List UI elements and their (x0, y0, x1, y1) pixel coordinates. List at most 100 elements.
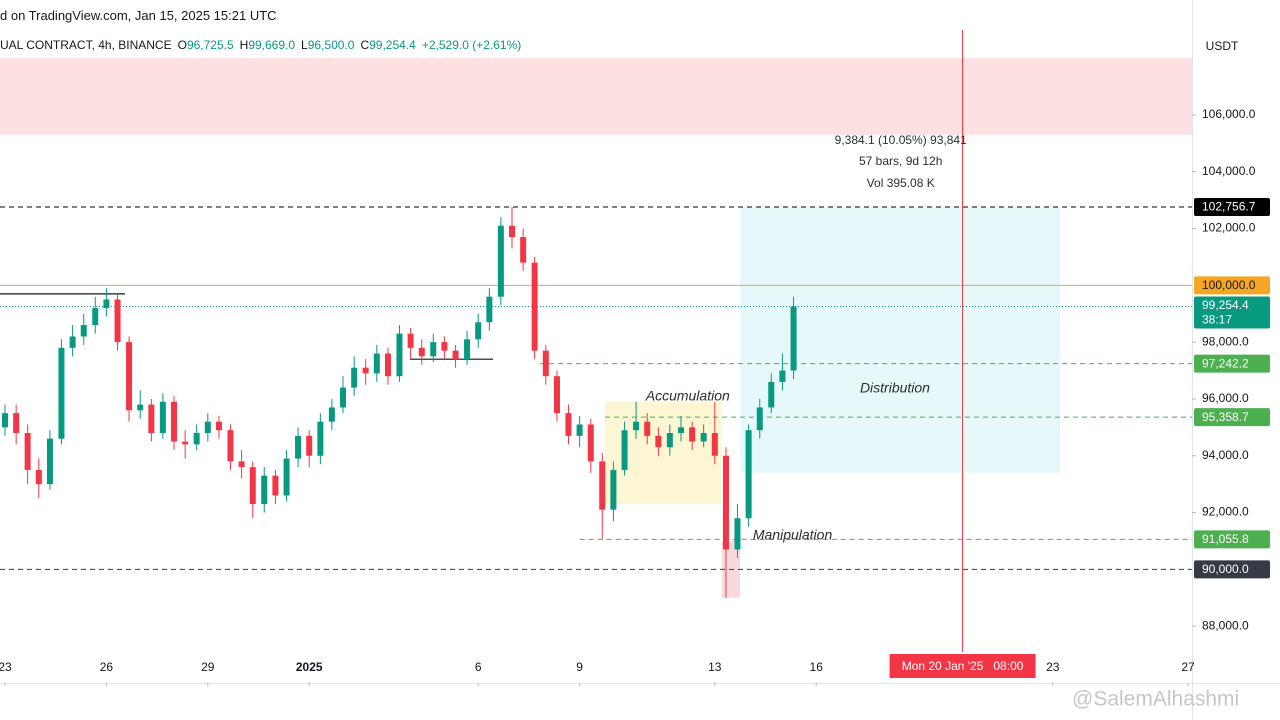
candle-body (295, 435, 302, 459)
candle-body (531, 262, 538, 351)
candle-body (283, 458, 290, 496)
y-tick-label: 104,000.0 (1202, 164, 1256, 178)
x-tick-label: 16 (810, 660, 824, 674)
ohlc-value: 99,669.0 (248, 38, 296, 52)
candle-body (261, 475, 268, 505)
x-tick-label: 23 (1046, 660, 1060, 674)
candle-body (92, 308, 99, 326)
price-label-box (1194, 296, 1270, 329)
candle-body (238, 461, 245, 468)
candle-body (272, 475, 279, 496)
price-label-box (1194, 408, 1270, 427)
x-tick-label: 27 (1181, 660, 1195, 674)
candle-body (430, 342, 437, 357)
candle-body (373, 353, 380, 374)
candle-body (148, 404, 155, 434)
annotation: 9,384.1 (10.05%) 93,841 (835, 133, 967, 147)
y-tick-label: 106,000.0 (1202, 107, 1256, 121)
y-tick-label: 98,000.0 (1202, 334, 1249, 348)
candle-body (35, 469, 42, 485)
watermark: @SalemAlhashmi (1072, 688, 1239, 711)
candle-body (306, 435, 313, 456)
candle-body (46, 438, 53, 485)
candle-body (384, 353, 391, 377)
candle-body (396, 333, 403, 377)
candle-body (103, 299, 110, 309)
zone (0, 58, 1192, 135)
ohlc-value: 96,500.0 (307, 38, 355, 52)
ohlc-item: H99,669.0 (240, 38, 295, 52)
candle-body (204, 421, 211, 434)
source-line: d on TradingView.com, Jan 15, 2025 15:21… (0, 8, 277, 23)
candle-body (452, 350, 459, 360)
candle-body (362, 367, 369, 374)
candle-body (227, 430, 234, 462)
ohlc-value: 99,254.4 (369, 38, 416, 52)
candle-body (182, 441, 189, 445)
candle-body (215, 421, 222, 431)
symbol: UAL CONTRACT, 4h, BINANCE (0, 38, 172, 52)
candle-body (734, 518, 741, 550)
candle-body (700, 433, 707, 442)
ohlc-item: L96,500.0 (301, 38, 354, 52)
candle-body (441, 342, 448, 351)
candle-body (565, 413, 572, 436)
candle-body (249, 467, 256, 505)
x-tick-label: 2025 (296, 660, 323, 674)
annotation: Vol 395.08 K (867, 176, 935, 190)
candle-body (497, 225, 504, 297)
price-label: 100,000.0 (1202, 278, 1256, 292)
x-tick-label: 29 (201, 660, 215, 674)
candle-body (407, 333, 414, 348)
candle-body (520, 237, 527, 263)
price-label: 95,358.7 (1202, 410, 1249, 424)
candle-body (599, 461, 606, 510)
candle-body (137, 404, 144, 411)
candle-body (576, 424, 583, 436)
annotation: Manipulation (753, 527, 833, 543)
x-tick-label: 9 (576, 660, 583, 674)
symbol-legend: UAL CONTRACT, 4h, BINANCE O96,725.5 H99,6… (0, 38, 521, 52)
x-tick-label: 23 (0, 660, 12, 674)
change: +2,529.0 (+2.61%) (421, 38, 522, 52)
source: d on TradingView.com, Jan 15, 2025 15:21… (0, 8, 277, 23)
y-tick-label: 92,000.0 (1202, 505, 1249, 519)
candle-body (114, 299, 121, 343)
x-tick-label: 26 (100, 660, 114, 674)
candle-body (126, 342, 133, 411)
candle-body (722, 455, 729, 550)
candle-body (790, 306, 797, 371)
candle-body (633, 421, 640, 431)
time-cursor-label: Mon 20 Jan '25 08:00 (902, 659, 1024, 673)
candle-body (13, 413, 20, 434)
annotation: Distribution (860, 380, 930, 396)
ohlc-value: 96,725.5 (186, 38, 234, 52)
candle-body (24, 433, 31, 470)
x-tick-label: 13 (708, 660, 722, 674)
price-label-box (1194, 530, 1270, 549)
candle-body (159, 401, 166, 434)
y-tick-label: 102,000.0 (1202, 221, 1256, 235)
time-cursor-label-box (889, 654, 1036, 678)
candle-body (486, 296, 493, 323)
candle-body (644, 421, 651, 436)
ohlc-key: C (360, 38, 370, 52)
zone (740, 207, 1060, 473)
candle-body (171, 401, 178, 442)
candle-body (58, 347, 65, 439)
candle-body (711, 433, 718, 456)
annotation: 57 bars, 9d 12h (859, 154, 942, 168)
candle-body (317, 421, 324, 456)
candle-body (553, 376, 560, 414)
price-label-box (1194, 560, 1270, 579)
candle-body (464, 339, 471, 360)
x-tick-label: 6 (475, 660, 482, 674)
candle-body (193, 433, 200, 445)
price-label-box (1194, 198, 1270, 217)
ohlc-key: L (301, 38, 308, 52)
candle-body (768, 381, 775, 408)
candle-body (80, 325, 87, 337)
candle-body (587, 424, 594, 462)
annotation: Accumulation (645, 388, 730, 404)
